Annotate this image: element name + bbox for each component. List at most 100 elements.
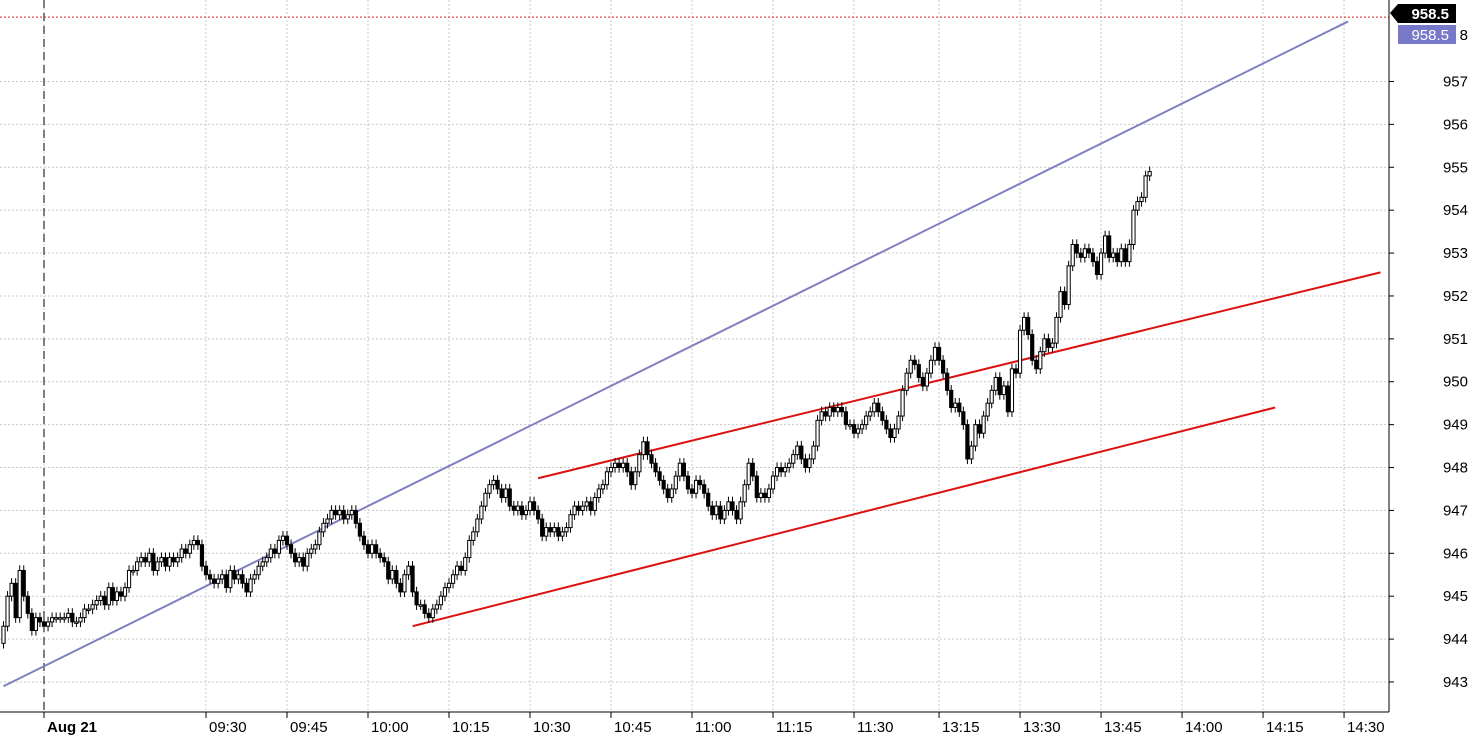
candle-body	[390, 569, 395, 580]
candle	[649, 449, 654, 469]
candle	[868, 406, 873, 422]
candle-body	[503, 488, 508, 499]
candle	[491, 475, 496, 490]
candle-body	[815, 419, 820, 447]
candle-body	[706, 492, 711, 507]
candle	[702, 479, 707, 499]
candle-body	[21, 569, 26, 597]
candle	[977, 419, 982, 439]
candle-body	[904, 372, 909, 391]
candle-body	[365, 544, 371, 554]
candle	[365, 539, 371, 559]
candle-body	[912, 359, 917, 366]
candle-body	[1054, 316, 1059, 344]
candle-body	[341, 509, 346, 520]
candle-body	[843, 411, 848, 426]
x-tick-label: 14:30	[1347, 719, 1385, 736]
candle	[928, 355, 934, 379]
candle	[13, 578, 18, 623]
candle	[297, 552, 302, 568]
candle-body	[325, 518, 330, 524]
candle-body	[941, 359, 946, 374]
candle	[981, 410, 986, 439]
candle-body	[45, 621, 51, 627]
candle	[507, 483, 512, 512]
candle	[487, 479, 492, 499]
candle	[301, 552, 306, 572]
candle	[993, 372, 998, 396]
candle-body	[807, 458, 812, 469]
candle-body	[860, 424, 865, 430]
candle	[442, 582, 448, 602]
candle	[815, 415, 820, 452]
candle-body	[985, 402, 990, 417]
candle	[293, 548, 298, 568]
candle	[232, 565, 237, 585]
candle-body	[280, 535, 286, 541]
candle	[390, 565, 395, 585]
candle	[661, 475, 666, 495]
candle-body	[212, 578, 217, 584]
candle	[527, 496, 533, 516]
candle	[1139, 192, 1144, 207]
candle-body	[920, 376, 925, 387]
candle-body	[596, 488, 601, 499]
x-tick-label: 13:30	[1023, 719, 1061, 736]
candle	[604, 466, 610, 490]
candle	[774, 462, 780, 482]
candle	[985, 398, 990, 422]
candle	[406, 561, 411, 580]
candle-body	[799, 445, 804, 460]
candle	[552, 522, 557, 538]
candle-body	[495, 479, 500, 490]
candle	[378, 548, 383, 563]
candle-body	[750, 462, 755, 477]
candle	[268, 543, 273, 563]
candle	[374, 539, 379, 559]
candle	[264, 552, 269, 568]
candle	[455, 561, 460, 580]
candle	[382, 552, 387, 568]
candle	[483, 488, 488, 512]
candle	[973, 419, 978, 452]
candle-body	[50, 617, 55, 623]
candle	[625, 458, 630, 477]
candle-body	[33, 617, 38, 632]
candle-body	[98, 595, 103, 601]
candle-body	[726, 501, 731, 511]
candle	[892, 423, 897, 443]
candle-body	[515, 505, 520, 511]
y-tick-label: 957	[1443, 73, 1468, 90]
candle	[916, 359, 921, 383]
candle-body	[523, 509, 529, 516]
candle-body	[106, 587, 111, 606]
candle-body	[1074, 243, 1079, 254]
candle	[949, 385, 954, 413]
candle-body	[5, 595, 10, 627]
candle-body	[698, 479, 703, 486]
y-tick-label: 949	[1443, 417, 1468, 434]
candle-body	[102, 595, 107, 606]
candle-body	[864, 415, 869, 426]
candle	[252, 569, 257, 585]
candle-body	[653, 462, 658, 473]
candle	[718, 500, 723, 525]
candle-body	[313, 544, 318, 550]
candle-body	[329, 509, 334, 520]
candle	[758, 488, 763, 503]
candle-body	[876, 402, 881, 413]
candle-body	[645, 441, 650, 456]
candle-body	[422, 604, 427, 614]
y-tick-label: 946	[1443, 545, 1468, 562]
candle	[337, 505, 342, 520]
candle-body	[471, 531, 476, 541]
candle	[29, 608, 34, 636]
candle-body	[507, 488, 512, 507]
y-tick-label: 954	[1443, 202, 1468, 219]
candle	[770, 470, 776, 495]
candle	[738, 496, 743, 525]
candle-body	[560, 531, 565, 537]
candle	[438, 591, 443, 610]
candle	[945, 368, 950, 396]
